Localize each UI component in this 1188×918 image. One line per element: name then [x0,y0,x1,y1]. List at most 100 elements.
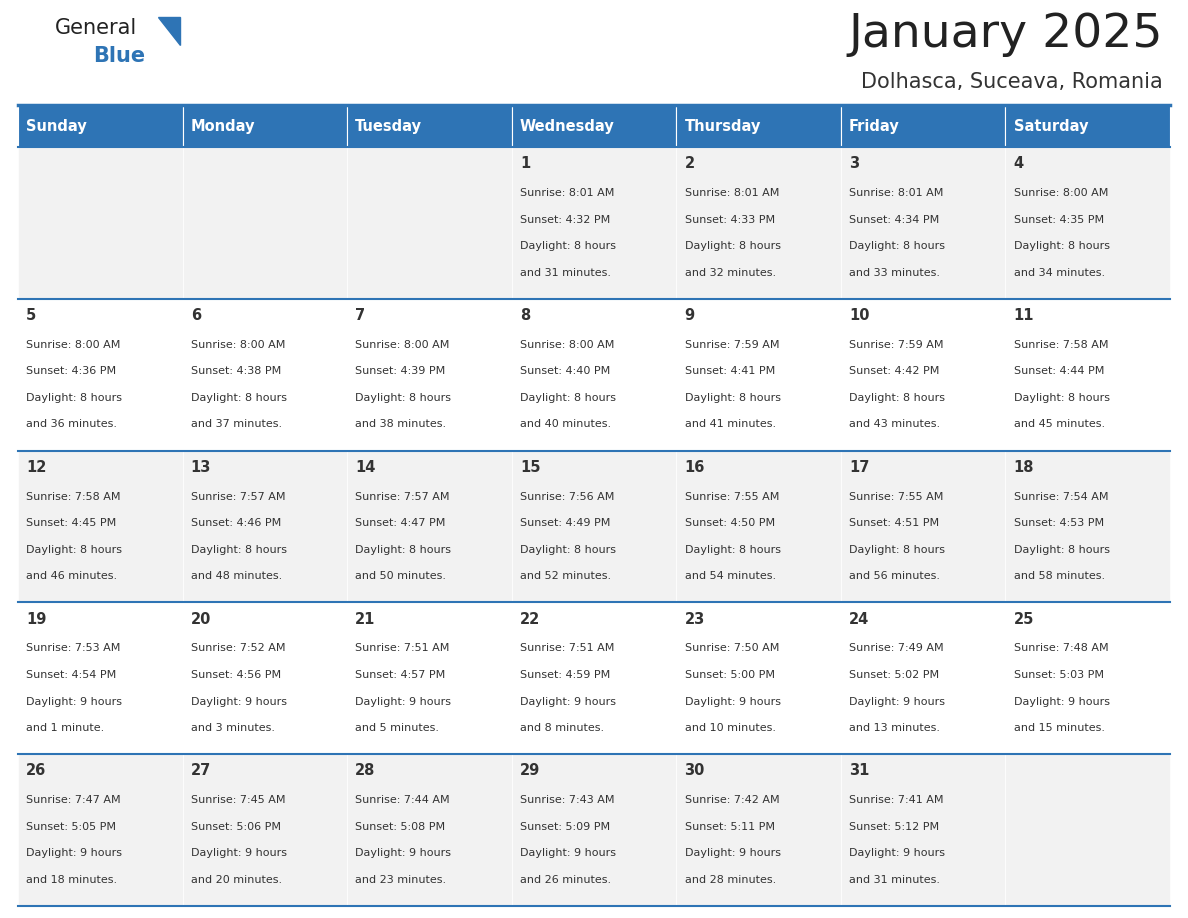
Text: 28: 28 [355,763,375,778]
Text: Sunset: 4:47 PM: Sunset: 4:47 PM [355,518,446,528]
Text: 7: 7 [355,308,366,323]
Text: Monday: Monday [191,118,255,133]
Bar [18,298,183,451]
Bar [183,451,347,602]
Text: Daylight: 8 hours: Daylight: 8 hours [191,544,286,554]
Bar [841,147,1005,298]
Bar [1005,147,1170,298]
Bar [347,147,512,298]
Text: Sunrise: 7:55 AM: Sunrise: 7:55 AM [849,491,943,501]
Text: and 56 minutes.: and 56 minutes. [849,571,940,581]
Text: and 18 minutes.: and 18 minutes. [26,875,118,885]
Text: 13: 13 [191,460,211,475]
Text: Daylight: 9 hours: Daylight: 9 hours [684,848,781,858]
Text: Daylight: 8 hours: Daylight: 8 hours [520,393,615,403]
Text: and 10 minutes.: and 10 minutes. [684,723,776,733]
Text: Sunrise: 7:45 AM: Sunrise: 7:45 AM [191,795,285,805]
Bar [676,298,841,451]
Text: Sunset: 4:57 PM: Sunset: 4:57 PM [355,670,446,680]
Text: Sunset: 4:40 PM: Sunset: 4:40 PM [520,366,611,376]
Text: Sunrise: 7:41 AM: Sunrise: 7:41 AM [849,795,943,805]
Text: 27: 27 [191,763,211,778]
Text: Sunset: 4:41 PM: Sunset: 4:41 PM [684,366,775,376]
Text: 11: 11 [1013,308,1035,323]
Text: and 36 minutes.: and 36 minutes. [26,420,118,430]
Text: 21: 21 [355,611,375,626]
Text: 30: 30 [684,763,704,778]
Bar [1005,451,1170,602]
Text: Daylight: 8 hours: Daylight: 8 hours [684,393,781,403]
Text: Daylight: 8 hours: Daylight: 8 hours [849,241,946,252]
Text: Sunrise: 7:50 AM: Sunrise: 7:50 AM [684,644,779,654]
Text: 19: 19 [26,611,46,626]
Text: 24: 24 [849,611,870,626]
Text: 14: 14 [355,460,375,475]
Text: Sunrise: 7:52 AM: Sunrise: 7:52 AM [191,644,285,654]
Text: Sunrise: 8:00 AM: Sunrise: 8:00 AM [1013,188,1108,198]
Text: and 15 minutes.: and 15 minutes. [1013,723,1105,733]
Text: and 23 minutes.: and 23 minutes. [355,875,447,885]
Text: Sunrise: 7:54 AM: Sunrise: 7:54 AM [1013,491,1108,501]
Text: Sunrise: 7:59 AM: Sunrise: 7:59 AM [849,340,943,350]
Text: Sunset: 4:32 PM: Sunset: 4:32 PM [520,215,611,225]
Text: Sunrise: 7:59 AM: Sunrise: 7:59 AM [684,340,779,350]
Text: Sunrise: 7:51 AM: Sunrise: 7:51 AM [520,644,614,654]
Text: Daylight: 8 hours: Daylight: 8 hours [355,544,451,554]
Text: 26: 26 [26,763,46,778]
Bar [18,451,183,602]
Bar [676,105,841,147]
Text: Sunrise: 7:49 AM: Sunrise: 7:49 AM [849,644,943,654]
Text: Sunrise: 7:57 AM: Sunrise: 7:57 AM [355,491,450,501]
Text: 5: 5 [26,308,37,323]
Text: Sunset: 4:38 PM: Sunset: 4:38 PM [191,366,282,376]
Text: Sunrise: 7:57 AM: Sunrise: 7:57 AM [191,491,285,501]
Text: Daylight: 8 hours: Daylight: 8 hours [191,393,286,403]
Text: Daylight: 9 hours: Daylight: 9 hours [520,697,615,707]
Bar [347,451,512,602]
Text: and 50 minutes.: and 50 minutes. [355,571,447,581]
Bar [183,755,347,906]
Text: 22: 22 [520,611,541,626]
Text: Sunrise: 7:44 AM: Sunrise: 7:44 AM [355,795,450,805]
Text: Sunset: 4:35 PM: Sunset: 4:35 PM [1013,215,1104,225]
Text: Sunrise: 8:00 AM: Sunrise: 8:00 AM [355,340,450,350]
Text: and 31 minutes.: and 31 minutes. [520,268,611,277]
Text: Sunset: 4:59 PM: Sunset: 4:59 PM [520,670,611,680]
Text: Daylight: 8 hours: Daylight: 8 hours [849,544,946,554]
Text: Sunset: 5:08 PM: Sunset: 5:08 PM [355,822,446,832]
Text: Sunset: 4:33 PM: Sunset: 4:33 PM [684,215,775,225]
Text: and 46 minutes.: and 46 minutes. [26,571,118,581]
Text: Daylight: 9 hours: Daylight: 9 hours [355,697,451,707]
Text: Daylight: 8 hours: Daylight: 8 hours [520,544,615,554]
Bar [841,755,1005,906]
Bar [183,147,347,298]
Text: Sunset: 5:06 PM: Sunset: 5:06 PM [191,822,280,832]
Text: Sunrise: 8:01 AM: Sunrise: 8:01 AM [849,188,943,198]
Text: 1: 1 [520,156,530,171]
Text: and 20 minutes.: and 20 minutes. [191,875,282,885]
Text: Sunrise: 8:00 AM: Sunrise: 8:00 AM [26,340,121,350]
Bar [512,298,676,451]
Text: Sunset: 5:11 PM: Sunset: 5:11 PM [684,822,775,832]
Text: Daylight: 9 hours: Daylight: 9 hours [26,697,122,707]
Text: 8: 8 [520,308,530,323]
Text: 6: 6 [191,308,201,323]
Text: Daylight: 8 hours: Daylight: 8 hours [1013,241,1110,252]
Bar [18,602,183,755]
Bar [512,147,676,298]
Text: January 2025: January 2025 [848,12,1163,57]
Text: Sunrise: 7:58 AM: Sunrise: 7:58 AM [1013,340,1108,350]
Bar [18,147,183,298]
Text: and 43 minutes.: and 43 minutes. [849,420,940,430]
Text: 16: 16 [684,460,704,475]
Bar [841,105,1005,147]
Text: and 48 minutes.: and 48 minutes. [191,571,282,581]
Bar [676,755,841,906]
Text: Blue: Blue [93,46,145,66]
Bar [183,105,347,147]
Text: Saturday: Saturday [1013,118,1088,133]
Text: Wednesday: Wednesday [520,118,614,133]
Text: Daylight: 8 hours: Daylight: 8 hours [684,544,781,554]
Text: Sunset: 5:03 PM: Sunset: 5:03 PM [1013,670,1104,680]
Bar [183,298,347,451]
